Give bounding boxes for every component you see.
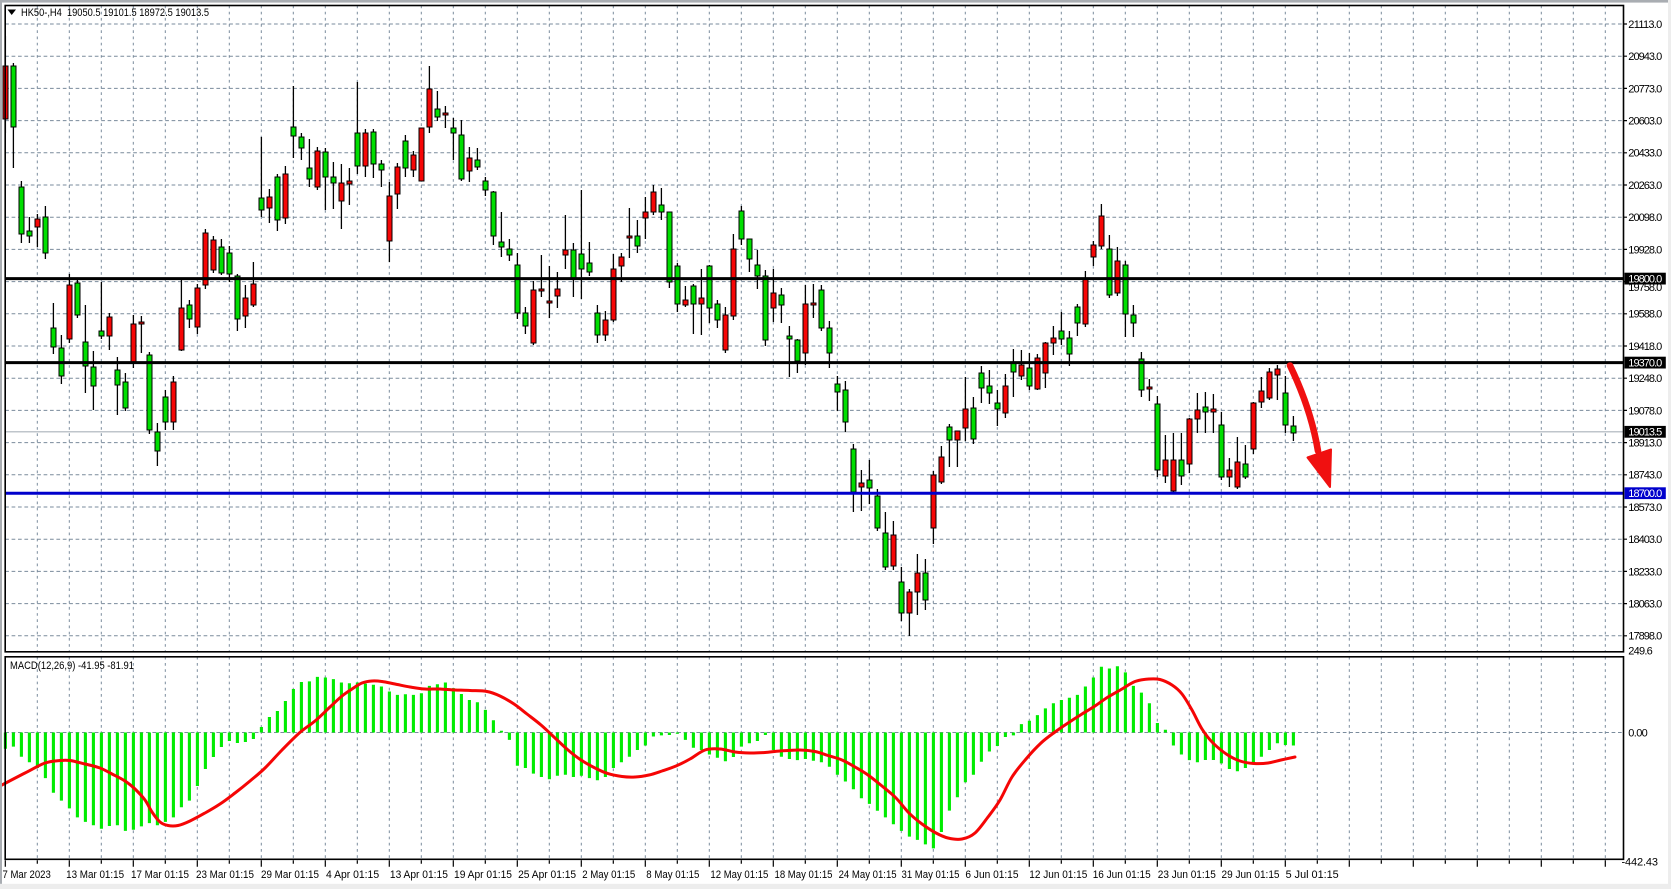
svg-text:19758.0: 19758.0 xyxy=(1628,282,1662,294)
svg-text:4 Apr 01:15: 4 Apr 01:15 xyxy=(326,869,379,881)
svg-text:18573.0: 18573.0 xyxy=(1628,502,1662,514)
svg-text:23 Mar 01:15: 23 Mar 01:15 xyxy=(196,869,254,881)
svg-text:6 Jun 01:15: 6 Jun 01:15 xyxy=(965,869,1018,881)
svg-text:20603.0: 20603.0 xyxy=(1628,116,1662,128)
svg-text:23 Jun 01:15: 23 Jun 01:15 xyxy=(1158,869,1216,881)
svg-text:12 Jun 01:15: 12 Jun 01:15 xyxy=(1029,869,1087,881)
svg-text:249.6: 249.6 xyxy=(1628,646,1653,658)
svg-text:19800.0: 19800.0 xyxy=(1628,274,1662,286)
svg-text:19588.0: 19588.0 xyxy=(1628,309,1662,321)
svg-text:29 Mar 01:15: 29 Mar 01:15 xyxy=(261,869,319,881)
svg-text:20263.0: 20263.0 xyxy=(1628,180,1662,192)
svg-text:13 Apr 01:15: 13 Apr 01:15 xyxy=(390,869,448,881)
svg-text:8 May 01:15: 8 May 01:15 xyxy=(646,869,699,881)
svg-text:24 May 01:15: 24 May 01:15 xyxy=(839,869,897,881)
svg-text:19370.0: 19370.0 xyxy=(1628,358,1662,370)
svg-text:18063.0: 18063.0 xyxy=(1628,599,1662,611)
svg-text:12 May 01:15: 12 May 01:15 xyxy=(710,869,768,881)
svg-text:18 May 01:15: 18 May 01:15 xyxy=(775,869,833,881)
svg-text:20943.0: 20943.0 xyxy=(1628,51,1662,63)
svg-text:-442.43: -442.43 xyxy=(1622,856,1659,868)
svg-text:19248.0: 19248.0 xyxy=(1628,373,1662,385)
svg-text:31 May 01:15: 31 May 01:15 xyxy=(902,869,960,881)
svg-text:20773.0: 20773.0 xyxy=(1628,83,1662,95)
svg-text:18913.0: 18913.0 xyxy=(1628,438,1662,450)
svg-text:18403.0: 18403.0 xyxy=(1628,534,1662,546)
svg-text:17898.0: 17898.0 xyxy=(1628,631,1662,643)
svg-text:7 Mar 2023: 7 Mar 2023 xyxy=(3,869,51,881)
svg-text:19013.5: 19013.5 xyxy=(1628,427,1662,439)
svg-text:25 Apr 01:15: 25 Apr 01:15 xyxy=(518,869,576,881)
svg-text:5 Jul 01:15: 5 Jul 01:15 xyxy=(1286,869,1339,881)
svg-text:16 Jun 01:15: 16 Jun 01:15 xyxy=(1093,869,1151,881)
svg-text:0.00: 0.00 xyxy=(1628,727,1648,739)
svg-text:21113.0: 21113.0 xyxy=(1628,19,1662,31)
svg-text:29 Jun 01:15: 29 Jun 01:15 xyxy=(1222,869,1280,881)
svg-text:19078.0: 19078.0 xyxy=(1628,405,1662,417)
svg-text:HK50-,H4 19050.5 19101.5 1897: HK50-,H4 19050.5 19101.5 18972.5 19013.5 xyxy=(21,7,209,19)
svg-text:18700.0: 18700.0 xyxy=(1628,488,1662,500)
svg-text:13 Mar 01:15: 13 Mar 01:15 xyxy=(66,869,124,881)
svg-text:17 Mar 01:15: 17 Mar 01:15 xyxy=(131,869,189,881)
svg-text:20098.0: 20098.0 xyxy=(1628,212,1662,224)
svg-text:18233.0: 18233.0 xyxy=(1628,566,1662,578)
svg-text:19928.0: 19928.0 xyxy=(1628,244,1662,256)
svg-text:2 May 01:15: 2 May 01:15 xyxy=(582,869,635,881)
svg-text:18743.0: 18743.0 xyxy=(1628,470,1662,482)
svg-text:19418.0: 19418.0 xyxy=(1628,341,1662,353)
svg-text:MACD(12,26,9) -41.95 -81.91: MACD(12,26,9) -41.95 -81.91 xyxy=(10,660,134,672)
svg-text:20433.0: 20433.0 xyxy=(1628,148,1662,160)
svg-text:19 Apr 01:15: 19 Apr 01:15 xyxy=(454,869,512,881)
